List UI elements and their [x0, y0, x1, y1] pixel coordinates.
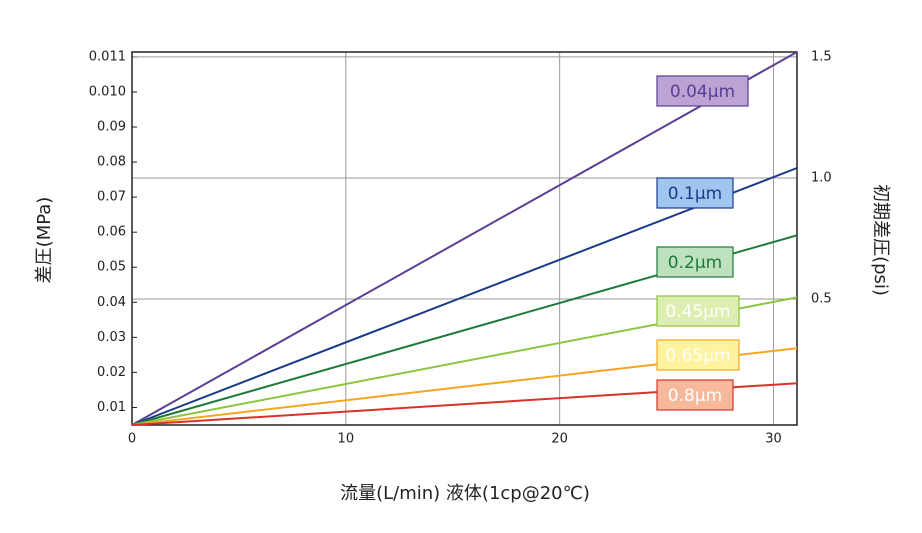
y-tick-label: 0.09 [97, 120, 126, 135]
y-tick-label: 0.010 [89, 84, 126, 99]
legend-label: 0.2μm [668, 253, 722, 273]
legend-label: 0.65μm [665, 346, 730, 366]
legend-box [656, 379, 734, 411]
y-tick-label: 0.01 [97, 400, 126, 415]
x-tick-label: 0 [128, 432, 136, 447]
legend-label: 0.1μm [668, 184, 722, 204]
legend-label: 0.8μm [668, 386, 722, 406]
y2-tick-label: 0.5 [811, 292, 832, 307]
legend-box [656, 177, 734, 209]
y-axis-title: 差圧(MPa) [34, 197, 55, 284]
y2-axis-title: 初期差圧(psi) [870, 184, 891, 296]
legend-box [656, 246, 734, 278]
plot-frame [131, 51, 798, 426]
legend-box [656, 295, 740, 327]
legend-box [656, 339, 740, 371]
y-tick-label: 0.03 [97, 330, 126, 345]
legend-box [656, 75, 749, 107]
y-tick-label: 0.04 [97, 295, 126, 310]
y-tick-label: 0.011 [89, 49, 126, 64]
legend-label: 0.04μm [670, 82, 735, 102]
series-line [131, 51, 798, 426]
x-axis-title: 流量(L/min) 液体(1cp@20℃) [340, 483, 590, 504]
x-tick-label: 20 [551, 432, 568, 447]
series-line [131, 167, 798, 426]
legend-label: 0.45μm [665, 302, 730, 322]
y-tick-label: 0.06 [97, 225, 126, 240]
x-tick-label: 10 [338, 432, 355, 447]
x-tick-label: 30 [765, 432, 782, 447]
y-tick-label: 0.07 [97, 190, 126, 205]
y2-tick-label: 1.5 [811, 49, 832, 64]
y2-tick-label: 1.0 [811, 170, 832, 185]
y-tick-label: 0.02 [97, 365, 126, 380]
y-tick-label: 0.05 [97, 260, 126, 275]
y-tick-label: 0.08 [97, 155, 126, 170]
